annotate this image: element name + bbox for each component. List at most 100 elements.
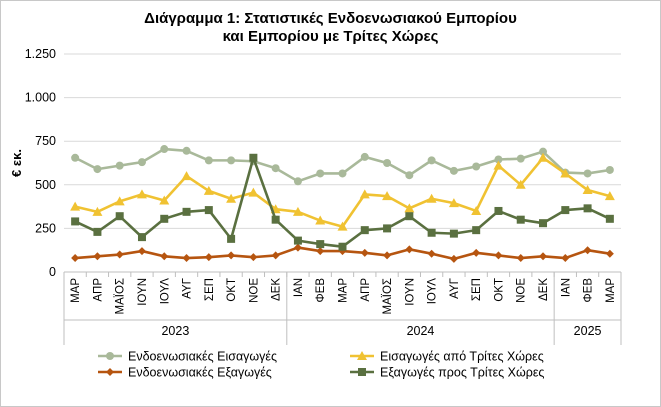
data-point — [93, 165, 102, 174]
data-point — [293, 177, 302, 186]
data-point — [561, 254, 570, 263]
year-label: 2025 — [574, 324, 602, 338]
x-tick-label: ΜΑΡ — [338, 278, 350, 303]
x-tick-label: ΟΚΤ — [493, 278, 505, 302]
legend-label: Εισαγωγές από Τρίτες Χώρες — [380, 350, 544, 364]
data-point — [605, 249, 614, 258]
x-tick-label: ΙΟΥΛ — [159, 278, 171, 305]
data-point — [583, 169, 592, 178]
legend-label: Ενδοενωσιακές Εξαγωγές — [128, 366, 272, 380]
data-point — [71, 254, 80, 263]
data-point — [427, 156, 436, 165]
x-tick-label: ΜΑΪΟΣ — [115, 278, 127, 315]
data-point — [583, 204, 592, 213]
data-point — [160, 252, 169, 261]
data-point — [182, 254, 191, 263]
x-tick-label: ΑΥΓ — [182, 277, 194, 298]
data-point — [359, 189, 370, 199]
y-tick-label: 1.000 — [25, 91, 56, 105]
data-point — [93, 227, 102, 236]
data-point — [182, 207, 191, 216]
data-point — [292, 206, 303, 216]
x-tick-label: ΣΕΠ — [204, 278, 216, 301]
y-tick-label: 750 — [35, 134, 56, 148]
x-tick-label: ΙΑΝ — [293, 278, 305, 297]
data-point — [271, 215, 280, 224]
x-tick-label: ΙΟΥΛ — [427, 278, 439, 305]
legend-marker — [106, 368, 114, 376]
data-point — [293, 236, 302, 245]
data-point — [360, 226, 369, 235]
data-point — [449, 229, 458, 238]
data-point — [360, 152, 369, 161]
data-point — [92, 206, 103, 216]
data-point — [539, 219, 548, 228]
data-point — [383, 159, 392, 167]
y-tick-label: 250 — [35, 221, 56, 235]
data-point — [582, 185, 593, 195]
data-point — [115, 250, 124, 259]
x-tick-label: ΙΑΝ — [560, 278, 572, 297]
data-point — [71, 217, 80, 226]
data-point — [271, 251, 280, 260]
x-tick-label: ΙΟΥΝ — [404, 278, 416, 306]
data-point — [316, 247, 325, 256]
data-point — [227, 234, 236, 243]
data-point — [227, 156, 236, 165]
data-point — [160, 214, 169, 223]
data-point — [181, 171, 192, 181]
y-tick-label: 1.250 — [25, 47, 56, 61]
data-point — [114, 196, 125, 206]
data-point — [471, 205, 482, 215]
year-label: 2024 — [407, 324, 435, 338]
data-point — [494, 251, 503, 260]
x-tick-label: ΜΑΪΟΣ — [382, 278, 394, 315]
series-line-2 — [74, 156, 611, 228]
x-tick-label: ΝΟΕ — [516, 278, 528, 303]
data-point — [203, 185, 214, 195]
data-point — [516, 215, 525, 224]
data-point — [249, 253, 258, 262]
legend-label: Εξαγωγές προς Τρίτες Χώρες — [380, 366, 544, 380]
x-tick-label: ΑΥΓ — [449, 277, 461, 298]
data-point — [316, 240, 325, 249]
data-point — [427, 249, 436, 258]
data-point — [204, 206, 213, 215]
data-point — [93, 252, 102, 261]
data-point — [472, 248, 481, 257]
x-tick-label: ΑΠΡ — [360, 278, 372, 302]
data-point — [515, 179, 526, 189]
data-point — [472, 226, 481, 235]
data-point — [338, 169, 347, 178]
x-tick-label: ΑΠΡ — [92, 278, 104, 302]
data-point — [293, 243, 302, 252]
y-axis-label: € εκ. — [9, 149, 24, 177]
data-point — [539, 147, 548, 156]
data-point — [316, 169, 325, 178]
y-tick-label: 0 — [49, 265, 56, 279]
year-label: 2023 — [161, 324, 189, 338]
data-point — [338, 242, 347, 251]
data-point — [137, 233, 146, 242]
data-point — [71, 153, 80, 162]
data-point — [494, 155, 503, 164]
data-point — [448, 198, 459, 208]
data-point — [560, 168, 571, 178]
data-point — [538, 152, 549, 162]
chart-title-line-2: και Εμπορίου με Τρίτες Χώρες — [222, 28, 439, 45]
data-point — [472, 162, 481, 171]
data-point — [426, 193, 437, 203]
data-point — [604, 191, 615, 201]
data-point — [383, 251, 392, 260]
x-tick-label: ΣΕΠ — [471, 278, 483, 301]
data-point — [227, 251, 236, 260]
chart-title: Διάγραμμα 1: Στατιστικές Ενδοενωσιακού Ε… — [0, 10, 661, 46]
x-tick-label: ΝΟΕ — [248, 278, 260, 303]
data-point — [449, 254, 458, 263]
data-point — [182, 146, 191, 155]
x-tick-label: ΜΑΡ — [605, 278, 617, 303]
data-point — [160, 145, 169, 154]
data-point — [605, 214, 614, 223]
